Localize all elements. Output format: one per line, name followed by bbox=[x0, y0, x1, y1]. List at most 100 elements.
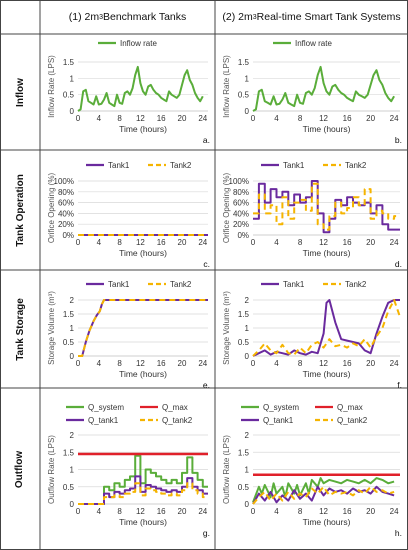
x-tick-label: 24 bbox=[198, 359, 207, 368]
y-axis-label: Inflow Rate (LPS) bbox=[47, 55, 56, 118]
series-line-q-tank2 bbox=[78, 482, 208, 505]
panel-label: c. bbox=[203, 259, 210, 269]
series-line-tank1 bbox=[253, 180, 400, 234]
y-tick-label: 0 bbox=[245, 107, 250, 116]
x-axis-label: Time (hours) bbox=[303, 369, 351, 379]
x-tick-label: 16 bbox=[343, 507, 352, 516]
y-tick-label: 2 bbox=[245, 431, 250, 440]
column-header-benchmark: (1) 2m 3 Benchmark Tanks bbox=[40, 0, 215, 34]
y-tick-label: 100% bbox=[229, 177, 249, 186]
y-tick-label: 0 bbox=[245, 352, 250, 361]
x-tick-label: 24 bbox=[198, 114, 207, 123]
x-tick-label: 24 bbox=[390, 238, 399, 247]
y-tick-label: 1.5 bbox=[63, 448, 75, 457]
x-tick-label: 8 bbox=[298, 114, 303, 123]
chart-a: 0 0.5 1 1.5 0 4 8 12 16 20 24 Time (hours) Inflow Ra… bbox=[47, 39, 210, 145]
y-tick-label: 0 bbox=[70, 500, 75, 509]
panel-label: a. bbox=[203, 135, 210, 145]
y-tick-label: 0 bbox=[70, 107, 75, 116]
legend-label: Tank2 bbox=[345, 161, 367, 170]
x-tick-label: 20 bbox=[366, 359, 375, 368]
column-header-smart: (2) 2m 3 Real-time Smart Tank Systems bbox=[215, 0, 408, 34]
x-tick-label: 24 bbox=[390, 507, 399, 516]
x-tick-label: 0 bbox=[251, 507, 256, 516]
y-tick-label: 1 bbox=[70, 324, 75, 333]
row-label-outflow: Outflow bbox=[0, 388, 40, 550]
series-line-tank2 bbox=[252, 299, 401, 357]
x-tick-label: 12 bbox=[136, 114, 145, 123]
x-tick-label: 8 bbox=[117, 359, 122, 368]
header-text-rest: Real-time Smart Tank Systems bbox=[256, 11, 401, 23]
x-tick-label: 16 bbox=[343, 114, 352, 123]
x-tick-label: 8 bbox=[117, 507, 122, 516]
chart-c: 0% 20% 40%60% 80% 100% 0 4 8 12 16 20 24 Time (hours… bbox=[47, 161, 210, 269]
y-tick-label: 1 bbox=[245, 74, 250, 83]
y-tick-label: 60% bbox=[233, 199, 249, 208]
row-label-inflow: Inflow bbox=[0, 34, 40, 150]
series-line-inflow-rate bbox=[252, 65, 395, 112]
x-tick-label: 0 bbox=[76, 359, 81, 368]
x-tick-label: 20 bbox=[178, 507, 187, 516]
x-tick-label: 20 bbox=[178, 114, 187, 123]
x-tick-label: 0 bbox=[251, 359, 256, 368]
x-tick-label: 16 bbox=[157, 114, 166, 123]
y-tick-label: 40% bbox=[58, 209, 74, 218]
row-label-text: Tank Operation bbox=[14, 173, 26, 247]
legend-label: Q_system bbox=[88, 403, 124, 412]
x-tick-label: 0 bbox=[76, 238, 81, 247]
y-axis-label: Inflow Rate (LPS) bbox=[222, 55, 231, 118]
x-tick-label: 16 bbox=[343, 359, 352, 368]
series-line-q-system bbox=[78, 454, 208, 505]
x-tick-label: 8 bbox=[298, 238, 303, 247]
x-tick-label: 4 bbox=[274, 238, 279, 247]
header-text: (2) 2m bbox=[222, 11, 253, 23]
x-tick-label: 12 bbox=[319, 359, 328, 368]
y-tick-label: 80% bbox=[58, 188, 74, 197]
y-tick-label: 2 bbox=[70, 431, 75, 440]
y-tick-label: 1.5 bbox=[238, 58, 250, 67]
panel-label: b. bbox=[395, 135, 402, 145]
x-tick-label: 16 bbox=[157, 507, 166, 516]
series-line-q-tank1 bbox=[252, 485, 395, 505]
y-axis-label: Storage Volume (m³) bbox=[222, 291, 231, 365]
legend-label: Q_tank2 bbox=[162, 416, 193, 425]
legend-label: Q_tank1 bbox=[263, 416, 294, 425]
panel-label: f. bbox=[397, 380, 402, 390]
x-tick-label: 4 bbox=[97, 359, 102, 368]
series-line-tank2 bbox=[78, 299, 208, 357]
x-tick-label: 0 bbox=[251, 238, 256, 247]
x-tick-label: 12 bbox=[136, 238, 145, 247]
row-label-tank-storage: Tank Storage bbox=[0, 270, 40, 388]
y-tick-label: 0.5 bbox=[63, 338, 75, 347]
y-tick-label: 40% bbox=[233, 209, 249, 218]
x-tick-label: 20 bbox=[178, 238, 187, 247]
series-line-q-system bbox=[252, 477, 395, 503]
series-line-tank2 bbox=[253, 182, 400, 231]
x-tick-label: 16 bbox=[343, 238, 352, 247]
x-tick-label: 12 bbox=[136, 507, 145, 516]
x-tick-label: 12 bbox=[319, 238, 328, 247]
x-axis-label: Time (hours) bbox=[119, 369, 167, 379]
x-axis-label: Time (hours) bbox=[119, 517, 167, 527]
legend-label: Tank1 bbox=[108, 161, 130, 170]
header-superscript: 3 bbox=[99, 13, 103, 21]
x-tick-label: 0 bbox=[76, 114, 81, 123]
row-label-text: Tank Storage bbox=[14, 297, 26, 361]
y-tick-label: 0.5 bbox=[238, 338, 250, 347]
y-tick-label: 20% bbox=[233, 220, 249, 229]
x-tick-label: 12 bbox=[319, 507, 328, 516]
y-tick-label: 1 bbox=[70, 74, 75, 83]
legend-label: Q_tank2 bbox=[337, 416, 368, 425]
x-axis-label: Time (hours) bbox=[119, 248, 167, 258]
y-tick-label: 0.5 bbox=[238, 483, 250, 492]
panel-label: h. bbox=[395, 528, 402, 538]
x-tick-label: 20 bbox=[366, 238, 375, 247]
y-axis-label: Outflow Rate (LPS) bbox=[47, 435, 56, 504]
y-tick-label: 100% bbox=[54, 177, 74, 186]
panel-label: e. bbox=[203, 380, 210, 390]
